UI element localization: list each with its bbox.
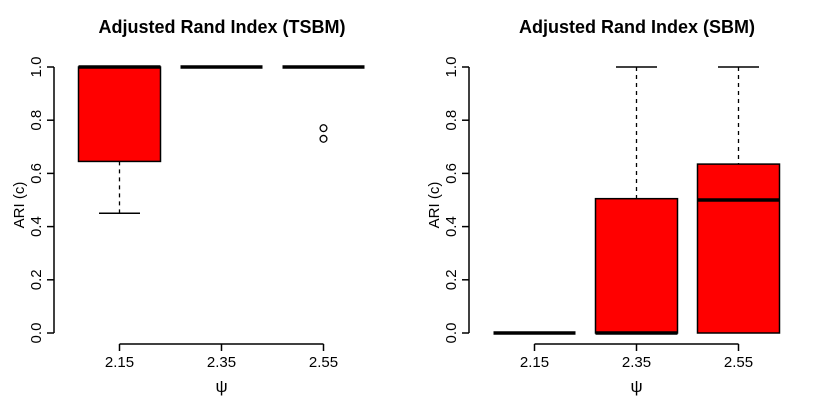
box-iqr bbox=[594, 197, 679, 334]
x-tick-label: 2.15 bbox=[520, 354, 549, 371]
box-iqr bbox=[77, 66, 162, 163]
boxplot-chart-sbm: Adjusted Rand Index (SBM) 0.0 0.2 0.4 0.6 0.8… bbox=[426, 17, 781, 396]
y-tick-label: 0.0 bbox=[28, 323, 45, 344]
x-tick-label: 2.55 bbox=[309, 354, 338, 371]
panel-sbm: Adjusted Rand Index (SBM) 0.0 0.2 0.4 0.6 0.8… bbox=[415, 0, 830, 415]
y-tick-label: 0.2 bbox=[28, 269, 45, 290]
y-tick-label: 0.8 bbox=[28, 110, 45, 131]
y-tick-label: 0.6 bbox=[28, 163, 45, 184]
y-tick-label: 0.4 bbox=[28, 216, 45, 237]
outlier-point bbox=[319, 134, 328, 143]
x-axis-label: ψ bbox=[630, 377, 642, 396]
chart-title: Adjusted Rand Index (TSBM) bbox=[99, 17, 346, 37]
y-tick-label: 0.6 bbox=[443, 163, 460, 184]
panel-tsbm: Adjusted Rand Index (TSBM) 0.0 0.2 0.4 0.6 0.… bbox=[11, 17, 365, 396]
y-tick-label: 0.4 bbox=[443, 216, 460, 237]
x-tick-label: 2.15 bbox=[105, 354, 134, 371]
y-axis-label: ARI (c) bbox=[11, 182, 28, 229]
y-axis-label: ARI (c) bbox=[426, 182, 443, 229]
boxplot-chart-tsbm: Adjusted Rand Index (TSBM) 0.0 0.2 0.4 0.6 0.… bbox=[11, 17, 365, 396]
y-tick-label: 1.0 bbox=[443, 57, 460, 78]
y-tick-label: 0.0 bbox=[443, 323, 460, 344]
x-tick-label: 2.35 bbox=[622, 354, 651, 371]
box-iqr bbox=[696, 163, 781, 334]
chart-title: Adjusted Rand Index (SBM) bbox=[519, 17, 755, 37]
x-tick-label: 2.35 bbox=[207, 354, 236, 371]
outlier-point bbox=[319, 124, 328, 133]
y-tick-label: 0.8 bbox=[443, 110, 460, 131]
x-tick-label: 2.55 bbox=[724, 354, 753, 371]
y-tick-label: 1.0 bbox=[28, 57, 45, 78]
x-axis-label: ψ bbox=[215, 377, 227, 396]
y-tick-label: 0.2 bbox=[443, 269, 460, 290]
